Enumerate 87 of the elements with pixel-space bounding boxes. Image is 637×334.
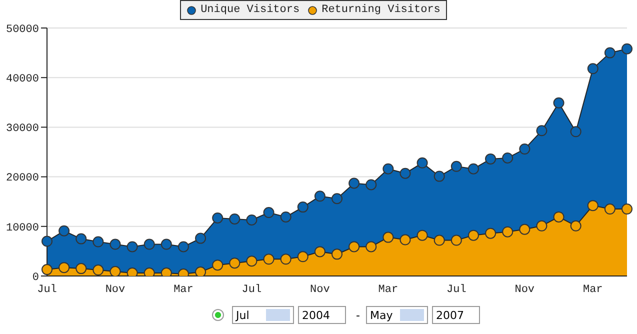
x-tick-label: Jul	[37, 284, 57, 296]
point	[485, 228, 496, 239]
y-tick-label: 10000	[6, 222, 39, 234]
point	[400, 168, 411, 179]
point	[348, 241, 360, 252]
point	[110, 266, 121, 276]
point	[314, 246, 326, 258]
point	[126, 241, 138, 252]
x-tick-label: Mar	[582, 284, 603, 296]
point	[553, 211, 564, 222]
point	[76, 233, 87, 244]
x-tick-label: Nov	[105, 284, 126, 296]
point	[536, 220, 548, 232]
point	[416, 157, 428, 168]
x-tick-label: Jul	[242, 284, 262, 296]
point	[229, 258, 240, 269]
point	[58, 225, 70, 236]
y-tick-label: 0	[32, 272, 39, 284]
point	[434, 170, 445, 182]
point	[297, 251, 308, 262]
point	[332, 248, 342, 260]
point	[502, 152, 514, 164]
point	[332, 193, 342, 204]
point	[382, 163, 394, 174]
year-field: 2007	[432, 306, 480, 324]
point	[212, 212, 224, 224]
point	[468, 163, 479, 174]
point	[280, 254, 292, 265]
y-tick-label: 30000	[6, 123, 39, 136]
point	[604, 47, 616, 58]
point	[485, 153, 496, 164]
point	[366, 179, 377, 190]
point	[450, 234, 462, 246]
point	[502, 226, 514, 238]
point	[263, 254, 274, 265]
point	[553, 97, 564, 108]
point	[144, 238, 155, 250]
x-tick-label: Mar	[174, 284, 194, 296]
point	[92, 236, 104, 248]
x-tick-label: Nov	[514, 284, 535, 296]
point	[263, 207, 274, 218]
point	[622, 204, 632, 215]
point	[76, 263, 87, 274]
point	[58, 262, 70, 274]
point	[178, 241, 189, 252]
point	[434, 234, 445, 246]
point	[246, 256, 258, 267]
point	[400, 234, 411, 246]
point	[246, 214, 258, 226]
point	[519, 144, 530, 155]
x-tick-label: Nov	[310, 284, 330, 296]
point	[42, 236, 52, 247]
point	[570, 220, 582, 232]
point	[604, 204, 616, 215]
point	[110, 238, 121, 250]
point	[348, 178, 360, 189]
legend-label: Returning Visitors	[322, 4, 440, 16]
point	[366, 241, 377, 252]
point	[382, 232, 394, 243]
month-dropdown: Jul	[232, 306, 294, 324]
point	[92, 264, 104, 276]
point	[587, 200, 598, 212]
point	[536, 125, 548, 136]
point	[280, 211, 292, 222]
y-tick-label: 50000	[6, 24, 39, 36]
legend-label: Unique Visitors	[200, 4, 300, 16]
point	[519, 224, 530, 235]
x-tick-label: Jul	[446, 284, 466, 296]
point	[450, 160, 462, 172]
year-field: 2004	[298, 306, 346, 324]
point	[297, 202, 308, 213]
point	[160, 238, 172, 250]
y-tick-label: 20000	[6, 172, 39, 185]
point	[195, 266, 206, 276]
point	[468, 230, 479, 241]
point	[416, 230, 428, 241]
point	[212, 260, 224, 271]
point	[314, 190, 326, 202]
point	[587, 63, 598, 74]
month-dropdown: May	[366, 306, 428, 324]
y-tick-label: 40000	[6, 74, 39, 86]
point	[622, 43, 632, 54]
point	[195, 232, 206, 244]
text: -	[356, 308, 360, 322]
point	[570, 126, 582, 138]
x-tick-label: Mar	[378, 284, 398, 296]
point	[229, 213, 240, 224]
